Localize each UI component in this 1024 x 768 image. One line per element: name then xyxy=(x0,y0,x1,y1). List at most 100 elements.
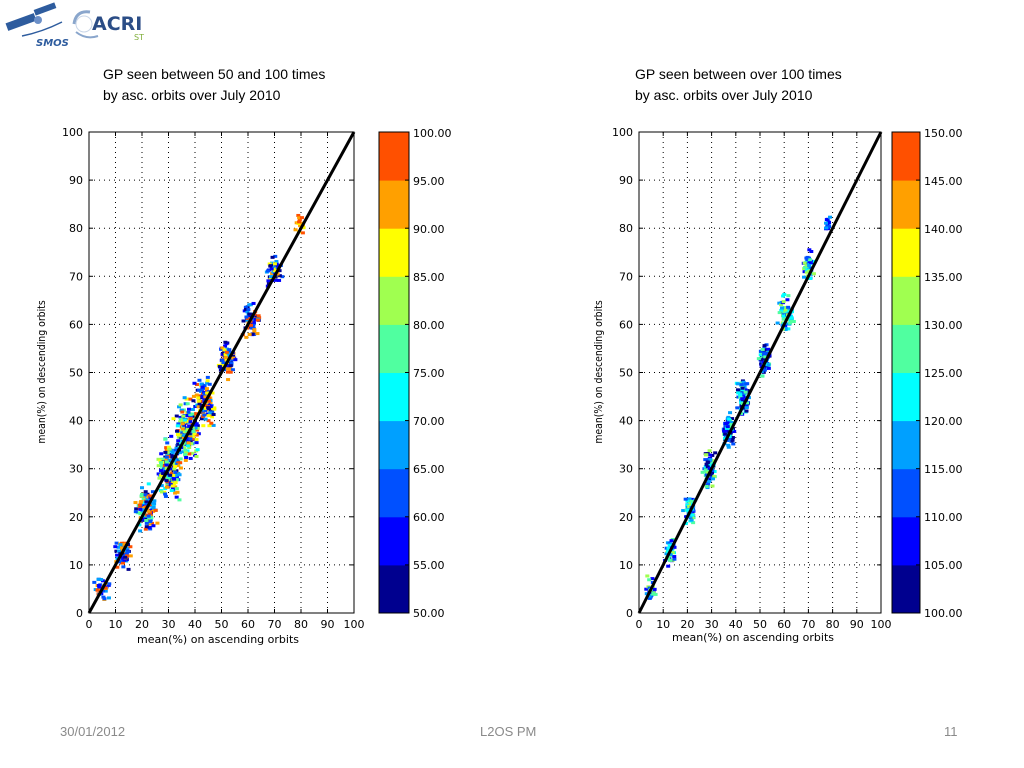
scatter-point xyxy=(138,507,143,511)
colorbar-segment xyxy=(379,420,409,470)
scatter-point xyxy=(827,225,832,229)
scatter-point xyxy=(197,388,202,392)
x-tick-label: 40 xyxy=(729,618,743,631)
scatter-point xyxy=(802,261,807,265)
scatter-point xyxy=(122,542,127,546)
scatter-point xyxy=(703,468,708,472)
y-ticks-right: 0 10 20 30 40 50 60 70 80 90 100 xyxy=(612,126,881,620)
scatter-point xyxy=(164,463,169,467)
y-tick-label: 10 xyxy=(619,559,633,572)
scatter-point xyxy=(707,449,712,453)
scatter-point xyxy=(667,558,672,562)
colorbar-label: 120.00 xyxy=(924,415,963,428)
scatter-point xyxy=(170,484,175,488)
scatter-point xyxy=(252,318,257,322)
scatter-point xyxy=(781,294,786,298)
scatter-point xyxy=(195,424,200,428)
colorbar-segment xyxy=(379,516,409,566)
y-axis-label-right: mean(%) on descending orbits xyxy=(593,300,605,443)
scatter-point xyxy=(762,345,767,349)
scatter-point xyxy=(151,509,156,513)
scatter-point xyxy=(103,589,108,593)
scatter-point xyxy=(270,261,275,265)
scatter-point xyxy=(762,368,767,372)
x-tick-label: 0 xyxy=(636,618,643,631)
scatter-point xyxy=(299,216,304,220)
scatter-point xyxy=(173,491,178,495)
scatter-point xyxy=(194,433,199,437)
scatter-point xyxy=(199,417,204,421)
scatter-point xyxy=(729,423,734,427)
scatter-point xyxy=(228,370,233,374)
scatter-point xyxy=(148,518,153,522)
scatter-point xyxy=(781,300,786,304)
scatter-point xyxy=(807,263,812,267)
reference-line-right xyxy=(637,131,883,614)
x-tick-label: 90 xyxy=(850,618,864,631)
scatter-point xyxy=(231,356,236,360)
scatter-point xyxy=(804,256,809,260)
scatter-point xyxy=(146,514,151,518)
y-tick-label: 60 xyxy=(69,318,83,331)
colorbar-label: 65.00 xyxy=(413,463,445,476)
scatter-point xyxy=(188,412,193,416)
scatter-point xyxy=(222,348,227,352)
colorbar-label: 135.00 xyxy=(924,271,963,284)
scatter-point xyxy=(201,424,206,428)
scatter-point xyxy=(254,314,259,318)
scatter-point xyxy=(192,381,197,385)
scatter-point xyxy=(700,470,705,474)
scatter-point xyxy=(807,258,812,262)
scatter-point xyxy=(827,221,832,225)
scatter-point xyxy=(164,485,169,489)
scatter-point xyxy=(786,294,791,298)
scatter-point xyxy=(762,344,767,348)
scatter-point xyxy=(149,494,154,498)
scatter-point xyxy=(196,396,201,400)
scatter-point xyxy=(710,471,715,475)
scatter-point xyxy=(123,555,128,559)
scatter-point xyxy=(178,420,183,424)
scatter-point xyxy=(809,250,814,254)
scatter-point xyxy=(175,458,180,462)
scatter-point xyxy=(164,455,169,459)
scatter-point xyxy=(223,352,228,356)
scatter-point xyxy=(175,433,180,437)
scatter-point xyxy=(724,421,729,425)
scatter-point xyxy=(128,554,133,558)
scatter-point xyxy=(735,406,740,410)
scatter-point xyxy=(152,499,157,503)
colorbar-label: 130.00 xyxy=(924,319,963,332)
scatter-point xyxy=(301,226,306,230)
colorbar-segment xyxy=(892,468,920,518)
scatter-point xyxy=(176,460,181,464)
colorbar-segment xyxy=(379,276,409,325)
scatter-point xyxy=(188,415,193,419)
scatter-point xyxy=(188,437,193,441)
scatter-point xyxy=(223,344,228,348)
scatter-point xyxy=(172,467,177,471)
scatter-point xyxy=(120,561,125,565)
scatter-point xyxy=(824,221,829,225)
scatter-point xyxy=(144,500,149,504)
scatter-point xyxy=(190,428,195,432)
scatter-point xyxy=(181,414,186,418)
scatter-point xyxy=(723,436,728,440)
scatter-point xyxy=(209,421,214,425)
scatter-point xyxy=(174,495,179,499)
grid-left xyxy=(89,132,354,613)
scatter-point xyxy=(205,412,210,416)
scatter-point xyxy=(724,429,729,433)
scatter-point xyxy=(175,429,180,433)
scatter-point xyxy=(766,363,771,367)
scatter-point xyxy=(689,499,694,503)
scatter-point xyxy=(160,463,165,467)
scatter-point xyxy=(204,389,209,393)
scatter-point xyxy=(251,323,256,327)
scatter-point xyxy=(788,321,793,325)
scatter-point xyxy=(202,384,207,388)
scatter-point xyxy=(268,264,273,268)
scatter-point xyxy=(740,391,745,395)
scatter-point xyxy=(224,357,229,361)
identity-line xyxy=(637,131,883,614)
